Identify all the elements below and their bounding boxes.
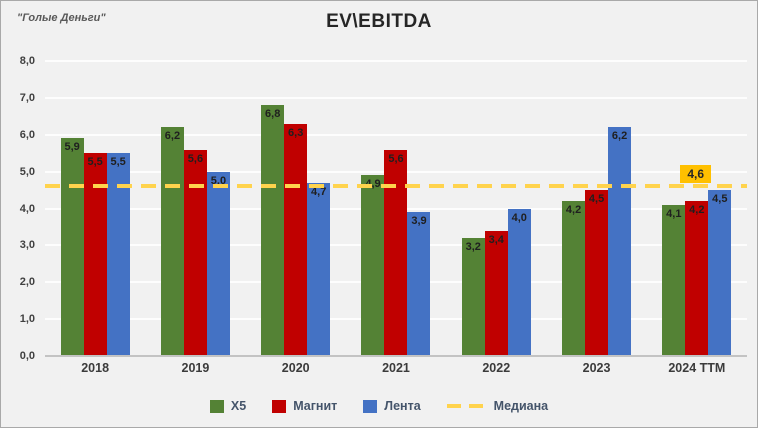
plot-area: 5,95,55,56,25,65,06,86,34,74,95,63,93,23… [45, 60, 747, 357]
bar-value-label: 4,0 [511, 211, 527, 224]
legend-label: Медиана [493, 399, 549, 413]
bar: 5,5 [106, 153, 130, 356]
x-tick-label: 2024 TTM [668, 361, 726, 375]
y-tick-label: 1,0 [19, 313, 35, 326]
bar-value-label: 3,4 [488, 233, 504, 246]
bar: 3,2 [461, 238, 485, 356]
bar-group: 4,95,6 3,9 [346, 61, 446, 356]
bar: 5,5 [83, 153, 107, 356]
bar-groups: 5,95,55,56,25,65,06,86,34,74,95,63,93,23… [45, 61, 747, 356]
bar-group: 4,2 4,5 6,2 [546, 61, 646, 356]
y-tick-label: 3,0 [19, 239, 35, 252]
watermark: "Голые Деньги" [17, 12, 106, 24]
gridline [45, 96, 747, 99]
bar-value-label: 6,2 [164, 130, 181, 143]
bar: 4,7 [307, 182, 331, 356]
y-tick-label: 2,0 [19, 276, 35, 289]
x-tick-label: 2020 [281, 361, 310, 375]
bar: 6,3 [284, 123, 308, 356]
bar: 4,2 [685, 201, 709, 356]
bar: 6,8 [261, 105, 285, 356]
bar-group: 4,1 4,2 4,5 [647, 61, 747, 356]
legend-item: Магнит [272, 399, 337, 413]
bar-value-label: 3,2 [465, 241, 481, 253]
bar: 3,9 [407, 212, 431, 356]
legend-swatch-marker [272, 399, 287, 413]
gridline [45, 133, 747, 136]
bar: 4,1 [662, 204, 686, 356]
bar-value-label: 6,3 [288, 126, 304, 139]
x-axis: 2018 2019 2020 2021 2022 2023 2024 TTM [45, 361, 747, 375]
bar-value-label: 4,5 [712, 193, 728, 206]
bar-value-label: 5,5 [110, 156, 126, 169]
median-label: 4,6 [680, 165, 711, 184]
y-tick-label: 5,0 [19, 165, 35, 178]
legend-dash-marker [446, 404, 487, 408]
bar: 4,9 [361, 175, 385, 356]
bar-value-label: 5,9 [64, 141, 80, 154]
x-tick-label: 2021 [382, 361, 410, 375]
bar: 5,6 [384, 149, 408, 356]
legend-swatch-marker [209, 399, 224, 413]
bar-group: 3,2 3,4 4,0 [446, 61, 546, 356]
legend-item: X5 [209, 399, 247, 413]
bar-group: 6,8 6,3 4,7 [246, 61, 346, 356]
chart-title: EV\EBITDA [326, 11, 432, 32]
bar-value-label: 3,9 [411, 215, 427, 228]
legend-label: X5 [230, 399, 247, 413]
bar-value-label: 4,2 [689, 204, 705, 217]
x-axis-line [45, 355, 747, 357]
bar-value-label: 5,0 [210, 174, 227, 187]
bar-value-label: 5,5 [87, 156, 103, 169]
bar: 5,0 [206, 171, 230, 356]
bar: 4,2 [562, 201, 586, 356]
bar-value-label: 4,1 [666, 207, 682, 220]
bar-value-label: 6,8 [265, 108, 281, 121]
bar-value-label: 5,6 [388, 152, 404, 165]
legend-label: Лента [384, 399, 421, 413]
bar-value-label: 4,5 [588, 193, 605, 206]
y-tick-label: 7,0 [19, 91, 35, 104]
legend-swatch-marker [363, 399, 378, 413]
y-tick-label: 4,0 [19, 202, 35, 215]
bar: 4,5 [585, 190, 609, 356]
bar: 5,6 [183, 149, 207, 356]
x-tick-label: 2023 [582, 361, 611, 375]
bar-value-label: 4,7 [311, 185, 327, 198]
gridline [45, 60, 747, 62]
legend: X5 Магнит Лента Медиана [1, 394, 757, 418]
bar-value-label: 6,2 [611, 130, 628, 143]
bar-group: 5,9 5,5 5,5 [45, 61, 145, 356]
bar-value-label: 4,2 [565, 204, 582, 217]
x-tick-label: 2018 [81, 361, 110, 375]
bar: 4,0 [507, 208, 531, 356]
legend-label: Магнит [293, 399, 338, 413]
y-tick-label: 6,0 [19, 128, 35, 141]
bar: 6,2 [608, 127, 632, 356]
bar: 5,9 [60, 138, 84, 356]
bar-value-label: 5,6 [187, 152, 204, 165]
y-tick-label: 8,0 [19, 55, 35, 67]
y-axis: 0,0 1,0 2,0 3,0 4,0 5,0 6,0 7,0 8,0 [1, 55, 39, 362]
bar: 3,4 [484, 230, 508, 356]
x-tick-label: 2019 [181, 361, 210, 375]
bar: 4,5 [708, 190, 732, 356]
y-tick-label: 0,0 [19, 350, 35, 362]
x-tick-label: 2022 [482, 361, 511, 375]
median-line [45, 184, 747, 189]
legend-item: Лента [363, 399, 421, 413]
bar-group: 6,2 5,6 5,0 [145, 61, 245, 356]
bar: 6,2 [160, 127, 184, 356]
legend-item: Медиана [446, 399, 549, 413]
